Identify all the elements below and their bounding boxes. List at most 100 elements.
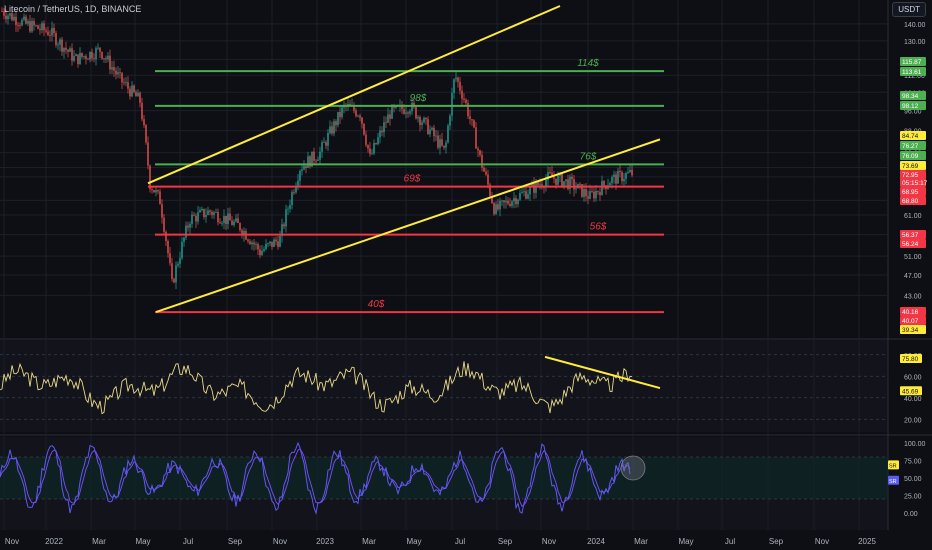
candle-body — [615, 174, 617, 184]
candle-body — [589, 191, 591, 199]
rsi-trendline — [544, 355, 661, 390]
candle-body — [215, 212, 217, 213]
candle-body — [267, 243, 269, 245]
candle-body — [29, 21, 31, 32]
candle-body — [567, 179, 569, 190]
candle-body — [63, 47, 65, 52]
candle-body — [391, 105, 393, 119]
candle-body — [621, 171, 623, 182]
main-price-pane[interactable] — [0, 0, 888, 338]
candle-body — [101, 51, 103, 59]
candle-body — [283, 224, 285, 227]
candle-body — [133, 85, 135, 93]
candle-body — [525, 191, 527, 199]
candle-body — [549, 172, 551, 173]
candle-body — [519, 192, 521, 200]
candle-body — [287, 208, 289, 210]
rsi-tick-label: 60.00 — [904, 374, 922, 381]
candle-body — [1, 11, 3, 12]
level-label: 40$ — [368, 299, 385, 310]
trendlines[interactable] — [147, 5, 661, 314]
stoch-badge — [888, 475, 899, 485]
candle-body — [35, 25, 37, 27]
candle-body — [139, 92, 141, 103]
candle-body — [481, 154, 483, 168]
time-label: 2024 — [587, 537, 605, 546]
candle-body — [277, 241, 279, 247]
stoch-rsi-indicator — [0, 441, 888, 515]
rsi-badge-label: 45.69 — [902, 388, 919, 395]
candle-body — [197, 212, 199, 222]
candle-body — [31, 20, 33, 32]
rsi-label: RSI — [890, 375, 900, 381]
candle-body — [299, 170, 301, 181]
time-label: May — [406, 537, 421, 546]
stoch-band — [0, 457, 888, 499]
candle-body — [211, 211, 213, 215]
candle-body — [265, 243, 267, 250]
candle-body — [387, 114, 389, 123]
time-label: Sep — [769, 537, 784, 546]
candle-body — [355, 110, 357, 117]
candle-body — [491, 195, 493, 204]
candle-body — [573, 179, 575, 190]
candle-body — [99, 47, 101, 52]
candle-body — [527, 194, 529, 199]
candle-body — [583, 189, 585, 197]
candle-body — [489, 184, 491, 196]
candle-body — [485, 171, 487, 175]
candle-body — [441, 139, 443, 146]
candle-body — [483, 167, 485, 172]
candle-body — [463, 98, 465, 100]
candle-body — [419, 116, 421, 125]
stoch-badge — [888, 460, 899, 470]
crosshair-cursor-icon — [620, 455, 646, 481]
time-axis[interactable] — [0, 530, 932, 550]
currency-button[interactable]: USDT — [892, 2, 926, 17]
stoch-tick-label: 25.00 — [904, 494, 922, 501]
candle-body — [115, 70, 117, 75]
price-tick-label: 96.00 — [904, 109, 922, 116]
candle-body — [547, 172, 549, 180]
candle-body — [311, 151, 313, 167]
candle-body — [107, 55, 109, 60]
candle-body — [487, 174, 489, 185]
chart-title[interactable]: Litecoin / TetherUS, 1D, BINANCE — [4, 4, 142, 14]
candle-body — [93, 58, 95, 60]
level-label: 76$ — [580, 151, 597, 162]
candle-body — [15, 16, 17, 26]
price-axis[interactable] — [888, 0, 932, 530]
price-tick-label: 130.00 — [904, 39, 926, 46]
candle-body — [323, 142, 325, 143]
price-badge — [900, 57, 926, 66]
rsi-pane[interactable] — [0, 340, 888, 432]
price-badge-label: 40.16 — [902, 309, 919, 316]
price-tick-label: 112.00 — [904, 73, 925, 80]
candle-body — [405, 112, 407, 114]
candle-body — [95, 48, 97, 60]
candle-body — [545, 179, 547, 188]
price-badge — [900, 141, 926, 150]
rsi-tick-label: 40.00 — [904, 396, 922, 403]
candle-body — [495, 204, 497, 214]
candle-body — [207, 210, 209, 215]
candle-body — [43, 23, 45, 31]
candle-body — [427, 119, 429, 135]
candle-body — [303, 165, 305, 170]
price-badge-label: 68.80 — [902, 198, 919, 205]
candle-body — [151, 189, 153, 191]
rsi-indicator — [0, 354, 888, 420]
price-badge — [900, 170, 926, 179]
candle-body — [569, 176, 571, 190]
candle-body — [309, 156, 311, 167]
candle-body — [477, 148, 479, 151]
candle-body — [59, 39, 61, 45]
candle-body — [557, 175, 559, 185]
candle-body — [291, 192, 293, 205]
candle-body — [445, 142, 447, 148]
horizontal-levels[interactable]: 114$ 98$ 76$ 69$ 56$ 40$ — [148, 58, 664, 314]
candle-body — [443, 145, 445, 148]
price-tick-label: 47.00 — [904, 273, 922, 280]
candle-body — [367, 144, 369, 149]
